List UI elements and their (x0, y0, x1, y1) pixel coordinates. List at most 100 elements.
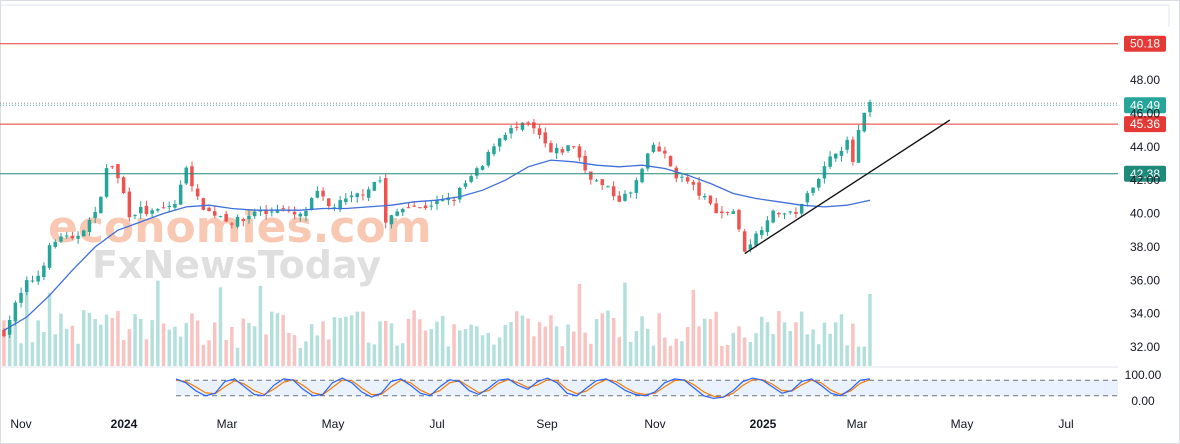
candle-body (372, 182, 377, 191)
candle-body (628, 192, 633, 194)
candle-body (440, 200, 445, 202)
volume-bar (338, 317, 342, 366)
volume-bar (697, 326, 701, 366)
volume-bar (2, 320, 6, 366)
level-label-box (1124, 97, 1166, 114)
volume-bar (480, 335, 485, 366)
candle-body (685, 177, 690, 182)
candle-body (463, 183, 468, 187)
candle-body (93, 212, 97, 218)
volume-bar (235, 347, 240, 366)
moving-average-line (3, 159, 871, 331)
candle-body (788, 211, 792, 213)
candle-body (213, 211, 217, 216)
time-axis[interactable]: Nov 2024 Mar May Jul Sep Nov 2025 Mar May Jul (10, 417, 1073, 431)
volume-bar (799, 311, 804, 366)
volume-bar (178, 336, 183, 366)
time-tick-label: Jul (1058, 417, 1073, 431)
level-label: 42.38 (1130, 167, 1160, 181)
candle-body (19, 292, 23, 303)
volume-bar (822, 322, 827, 366)
candle-body (321, 190, 325, 197)
level-label: 50.18 (1130, 37, 1160, 51)
volume-bar (862, 346, 866, 366)
candle-body (150, 210, 154, 214)
volume-bar (777, 311, 781, 366)
volume-bar (856, 346, 861, 366)
candle-body (53, 241, 57, 247)
candle-body (378, 180, 382, 182)
volume-bar (59, 313, 63, 366)
volume-bar (839, 314, 844, 366)
volume-bar (868, 294, 872, 366)
volume-bar (218, 287, 223, 366)
volume-bar (247, 322, 251, 366)
stochastic-tick-label: 0.00 (1131, 394, 1155, 408)
price-tick-label: 42.00 (1130, 173, 1160, 187)
candle-body (782, 213, 787, 215)
candle-body (247, 215, 251, 220)
candle-body (13, 302, 18, 322)
candle-body (509, 128, 513, 134)
ascending-trendline[interactable] (744, 119, 951, 255)
volume-bar (423, 330, 428, 366)
candle-body (532, 122, 536, 129)
volume-bar (497, 337, 502, 366)
candle-body (748, 244, 753, 250)
volume-bar (7, 322, 12, 366)
volume-bar (36, 320, 40, 366)
volume-bar (401, 343, 405, 366)
volume-bar (349, 315, 354, 366)
candle-body (218, 216, 223, 218)
candle-body (663, 150, 667, 154)
volume-bar (811, 329, 815, 366)
time-tick-label: Nov (644, 417, 665, 431)
volume-bar (440, 315, 445, 366)
volume-bar (589, 343, 593, 366)
level-label-box (1124, 116, 1166, 133)
volume-bar (760, 316, 764, 366)
candle-body (458, 188, 462, 200)
volume-bar (572, 331, 576, 366)
stochastic-pane (175, 377, 1118, 400)
volume-bar (281, 314, 285, 366)
candle-body (418, 207, 422, 209)
candle-body (611, 186, 616, 197)
volume-bar (13, 321, 18, 366)
candle-body (668, 156, 673, 167)
candle-body (184, 167, 188, 184)
candle-body (594, 180, 599, 182)
volume-bar (714, 311, 718, 366)
candle-body (868, 102, 872, 113)
candle-body (241, 219, 245, 221)
candle-body (292, 211, 297, 215)
volume-bar (167, 329, 171, 366)
candle-body (674, 167, 678, 179)
candle-body (338, 200, 342, 210)
candle-body (503, 134, 508, 140)
time-tick-label: Mar (217, 417, 238, 431)
volume-bar (566, 324, 570, 366)
volume-bar (834, 322, 838, 366)
price-axis[interactable]: 48.00 46.00 44.00 42.00 40.00 38.00 36.00 34.00… (1130, 73, 1160, 354)
candle-body (680, 176, 684, 178)
volume-bar (30, 342, 35, 366)
candle-body (258, 210, 263, 212)
candle-body (606, 186, 610, 188)
candle-body (2, 329, 6, 337)
volume-bar (327, 339, 331, 366)
candle-body (224, 213, 228, 222)
volume-bar (224, 340, 228, 366)
candle-body (651, 144, 656, 152)
stochastic-k-line (175, 377, 871, 400)
candle-body (401, 208, 405, 213)
stochastic-axis[interactable]: 100.00 0.00 (1125, 368, 1162, 408)
volume-bar (788, 331, 792, 366)
candle-body (543, 132, 547, 144)
time-tick-label: Nov (10, 417, 31, 431)
volume-bar (554, 326, 559, 366)
volume-bar (828, 333, 832, 366)
volume-bar (195, 320, 200, 366)
candle-body (572, 146, 576, 148)
